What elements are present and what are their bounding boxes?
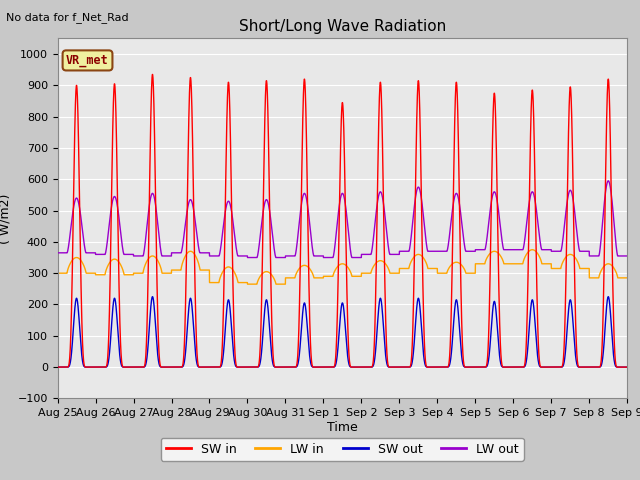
Y-axis label: ( W/m2): ( W/m2) bbox=[0, 193, 12, 243]
Title: Short/Long Wave Radiation: Short/Long Wave Radiation bbox=[239, 20, 446, 35]
X-axis label: Time: Time bbox=[327, 421, 358, 434]
Legend: SW in, LW in, SW out, LW out: SW in, LW in, SW out, LW out bbox=[161, 438, 524, 460]
Text: No data for f_Net_Rad: No data for f_Net_Rad bbox=[6, 12, 129, 23]
Text: VR_met: VR_met bbox=[66, 54, 109, 67]
